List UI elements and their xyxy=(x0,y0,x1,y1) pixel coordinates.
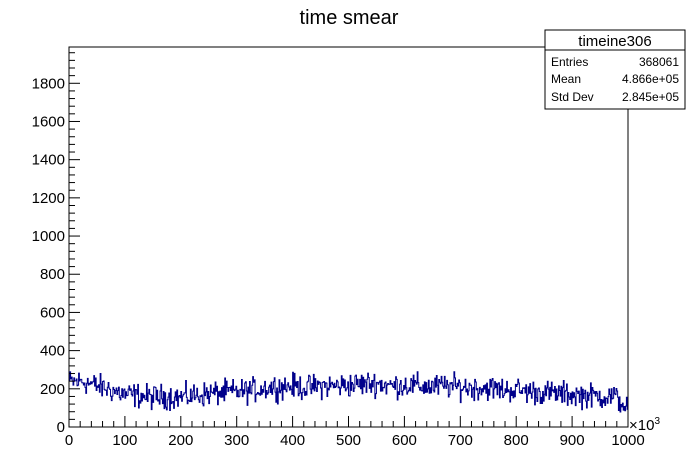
y-tick-label: 800 xyxy=(40,266,65,283)
x-tick-label: 200 xyxy=(168,432,193,449)
x-tick-label: 800 xyxy=(504,432,529,449)
stats-mean-value: 4.866e+05 xyxy=(622,72,679,86)
x-tick-label: 700 xyxy=(448,432,473,449)
y-tick-label: 1400 xyxy=(32,152,65,169)
stats-box-title: timeine306 xyxy=(578,33,651,50)
data-series xyxy=(69,371,628,413)
stats-box: timeine306 Entries 368061 Mean 4.866e+05… xyxy=(544,29,686,110)
y-tick-label: 1800 xyxy=(32,75,65,92)
stats-stddev-value: 2.845e+05 xyxy=(622,90,679,104)
x-tick-label: 300 xyxy=(224,432,249,449)
x-axis: 0 100 200 300 400 500 600 700 800 900 1000 xyxy=(65,416,645,449)
y-tick-label: 1600 xyxy=(32,113,65,130)
stats-entries-label: Entries xyxy=(551,55,588,69)
stats-stddev-label: Std Dev xyxy=(551,90,594,104)
chart-title: time smear xyxy=(300,7,399,29)
y-tick-label: 200 xyxy=(40,381,65,398)
x-tick-label: 900 xyxy=(560,432,585,449)
y-tick-label: 1200 xyxy=(32,190,65,207)
x-tick-label: 500 xyxy=(336,432,361,449)
plot-frame-rect xyxy=(68,46,629,428)
y-axis: 0 200 400 600 800 1000 1200 1400 1600 1800 xyxy=(32,52,80,436)
x-tick-label: 400 xyxy=(280,432,305,449)
x-axis-exponent: ×103 xyxy=(629,416,660,434)
x-tick-label: 100 xyxy=(112,432,137,449)
stats-entries-value: 368061 xyxy=(639,55,679,69)
stats-mean-label: Mean xyxy=(551,72,581,86)
y-tick-label: 600 xyxy=(40,304,65,321)
y-tick-label: 400 xyxy=(40,343,65,360)
plot-frame xyxy=(68,46,629,428)
y-tick-label: 0 xyxy=(57,419,65,436)
x-tick-label: 0 xyxy=(65,432,73,449)
x-tick-label: 600 xyxy=(392,432,417,449)
series-line-0 xyxy=(69,371,628,413)
y-tick-label: 1000 xyxy=(32,228,65,245)
x-tick-label: 1000 xyxy=(611,432,644,449)
